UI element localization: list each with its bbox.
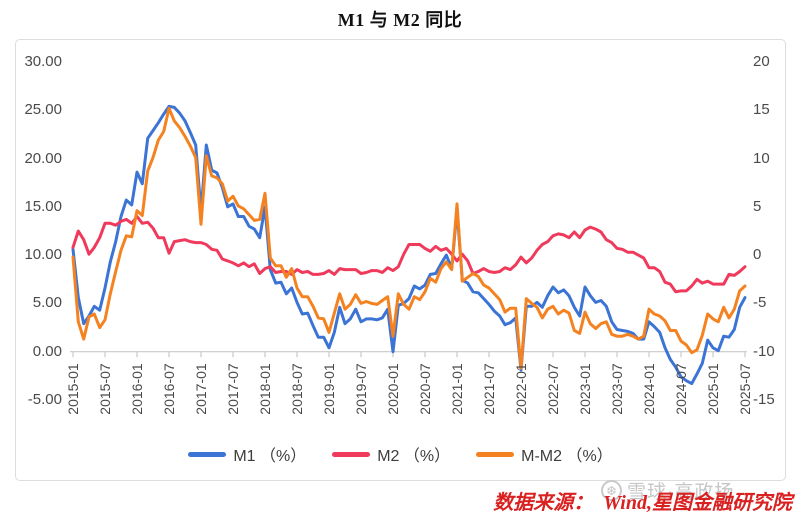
x-axis-tick-label: 2022-07 [545, 363, 561, 415]
left-axis-tick-label: 10.00 [24, 246, 62, 264]
right-axis-tick-label: -5 [753, 294, 767, 312]
left-axis-tick-label: 0.00 [32, 342, 62, 360]
x-axis-tick-label: 2017-01 [193, 363, 209, 415]
right-axis-tick-label: -15 [753, 390, 775, 408]
right-axis-tick-label: 0 [753, 246, 762, 264]
right-axis-tick-label: 10 [753, 149, 770, 167]
x-axis-tick-label: 2024-07 [673, 363, 689, 415]
legend-swatch-icon [476, 451, 515, 457]
watermark: ❆ 雪球·高政扬 [601, 477, 734, 504]
legend-item-1: M2 （%） [332, 442, 450, 466]
x-axis-tick-label: 2015-07 [97, 363, 113, 415]
x-axis-tick-label: 2022-01 [513, 363, 529, 415]
right-axis-tick-label: 20 [753, 52, 770, 70]
x-axis-tick-label: 2016-07 [161, 363, 177, 415]
x-axis-tick-label: 2021-01 [449, 363, 465, 415]
legend-swatch-icon [188, 451, 227, 457]
x-axis-tick-label: 2021-07 [481, 363, 497, 415]
legend-item-2: M-M2 （%） [476, 442, 613, 466]
x-axis-tick-label: 2024-01 [641, 363, 657, 415]
legend-item-0: M1 （%） [188, 442, 306, 466]
left-axis-tick-label: 20.00 [24, 149, 62, 167]
chart-legend: M1 （%） M2 （%） M-M2 （%） [15, 443, 786, 465]
x-axis-tick-label: 2019-07 [353, 363, 369, 415]
x-axis-tick-label: 2025-01 [705, 363, 721, 415]
right-axis-tick-label: -10 [753, 342, 775, 360]
right-axis-tick-label: 5 [753, 197, 762, 215]
x-axis-tick-label: 2025-07 [737, 363, 753, 415]
x-axis-tick-label: 2016-01 [129, 363, 145, 415]
x-axis-tick-label: 2023-01 [577, 363, 593, 415]
x-axis-tick-label: 2019-01 [321, 363, 337, 415]
legend-label: M1 （%） [233, 448, 307, 465]
x-axis-tick-label: 2018-07 [289, 363, 305, 415]
legend-label: M2 （%） [377, 448, 451, 465]
x-axis-tick-label: 2018-01 [257, 363, 273, 415]
xueqiu-snowball-icon: ❆ [601, 480, 622, 501]
right-axis-tick-label: 15 [753, 101, 770, 119]
x-axis-tick-label: 2020-07 [417, 363, 433, 415]
legend-label: M-M2 （%） [521, 448, 613, 465]
watermark-text: 雪球·高政扬 [627, 482, 735, 503]
data-source-note: 数据来源： Wind,星图金融研究院 [493, 492, 792, 514]
x-axis-tick-label: 2017-07 [225, 363, 241, 415]
left-axis-tick-label: 15.00 [24, 197, 62, 215]
left-axis-tick-label: 5.00 [32, 294, 62, 312]
x-axis-tick-label: 2020-01 [385, 363, 401, 415]
left-axis-tick-label: 30.00 [24, 52, 62, 70]
left-axis-tick-label: 25.00 [24, 101, 62, 119]
x-axis-tick-label: 2023-07 [609, 363, 625, 415]
left-axis-tick-label: -5.00 [27, 390, 62, 408]
legend-swatch-icon [332, 451, 371, 457]
chart-title: M1 与 M2 同比 [337, 10, 463, 30]
x-axis-tick-label: 2015-01 [65, 363, 81, 415]
